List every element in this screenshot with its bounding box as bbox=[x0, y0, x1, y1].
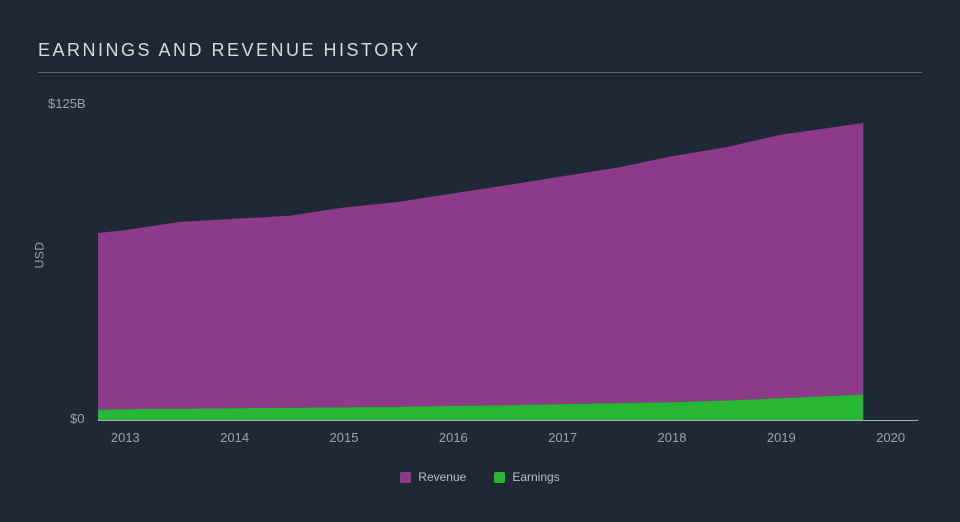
x-tick-label: 2013 bbox=[111, 430, 140, 445]
x-axis-labels: 2013 2014 2015 2016 2017 2018 2019 2020 bbox=[98, 430, 918, 450]
area-revenue bbox=[98, 123, 863, 410]
chart-card: EARNINGS AND REVENUE HISTORY $125B $0 US… bbox=[0, 0, 960, 522]
x-tick-label: 2017 bbox=[548, 430, 577, 445]
y-axis-title: USD bbox=[32, 242, 46, 269]
x-tick-label: 2018 bbox=[658, 430, 687, 445]
x-tick-label: 2014 bbox=[220, 430, 249, 445]
x-axis-line bbox=[98, 420, 918, 421]
x-tick-label: 2015 bbox=[330, 430, 359, 445]
legend-item-revenue: Revenue bbox=[400, 470, 466, 484]
x-tick-label: 2016 bbox=[439, 430, 468, 445]
square-icon bbox=[494, 472, 505, 483]
x-tick-label: 2020 bbox=[876, 430, 905, 445]
y-tick-bottom: $0 bbox=[70, 411, 84, 426]
x-tick-label: 2019 bbox=[767, 430, 796, 445]
legend-label: Revenue bbox=[418, 470, 466, 484]
chart-title: EARNINGS AND REVENUE HISTORY bbox=[38, 40, 420, 61]
area-chart-svg bbox=[98, 100, 918, 420]
plot-area bbox=[98, 100, 918, 420]
legend-label: Earnings bbox=[512, 470, 559, 484]
title-rule bbox=[38, 72, 922, 73]
legend: Revenue Earnings bbox=[0, 470, 960, 484]
square-icon bbox=[400, 472, 411, 483]
y-tick-top: $125B bbox=[48, 96, 86, 111]
legend-item-earnings: Earnings bbox=[494, 470, 559, 484]
